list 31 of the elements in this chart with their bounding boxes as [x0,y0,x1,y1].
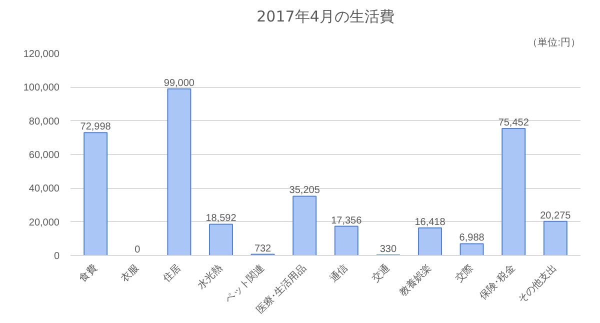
x-tick-label: 衣服 [118,262,142,285]
y-tick-label: 0 [54,251,60,262]
y-tick-label: 60,000 [28,150,60,161]
x-tick-label: 交際 [453,262,476,285]
x-tick-label: 教養娯楽 [397,262,434,299]
y-tick-label: 80,000 [28,116,60,128]
x-tick-label: 保険･税金 [477,262,518,302]
x-tick-label: 住居 [161,262,184,285]
y-tick-label: 100,000 [23,82,60,94]
x-tick-label: 通信 [328,262,350,285]
x-tick-label: その他支出 [515,262,560,306]
data-label: 17,356 [331,215,362,226]
data-label: 18,592 [206,213,237,224]
y-tick-label: 120,000 [23,49,60,60]
data-label: 72,998 [80,122,112,133]
x-tick-label: 交通 [369,262,392,285]
data-label: 0 [134,244,141,256]
x-tick-label: 水光熱 [195,262,225,292]
data-label: 16,418 [414,216,446,228]
data-label: 75,452 [498,117,530,128]
data-label: 732 [254,243,272,254]
y-tick-label: 20,000 [28,217,60,228]
data-label: 99,000 [164,78,195,89]
y-tick-label: 40,000 [28,184,60,195]
data-label: 6,988 [459,232,485,244]
data-label: 20,275 [540,210,572,222]
chart-title: 2017年4月の生活費 [256,8,394,26]
x-tick-label: 食費 [76,262,100,285]
data-label: 35,205 [289,185,320,196]
text: （単位:円） [528,36,581,48]
data-label: 330 [380,244,397,255]
